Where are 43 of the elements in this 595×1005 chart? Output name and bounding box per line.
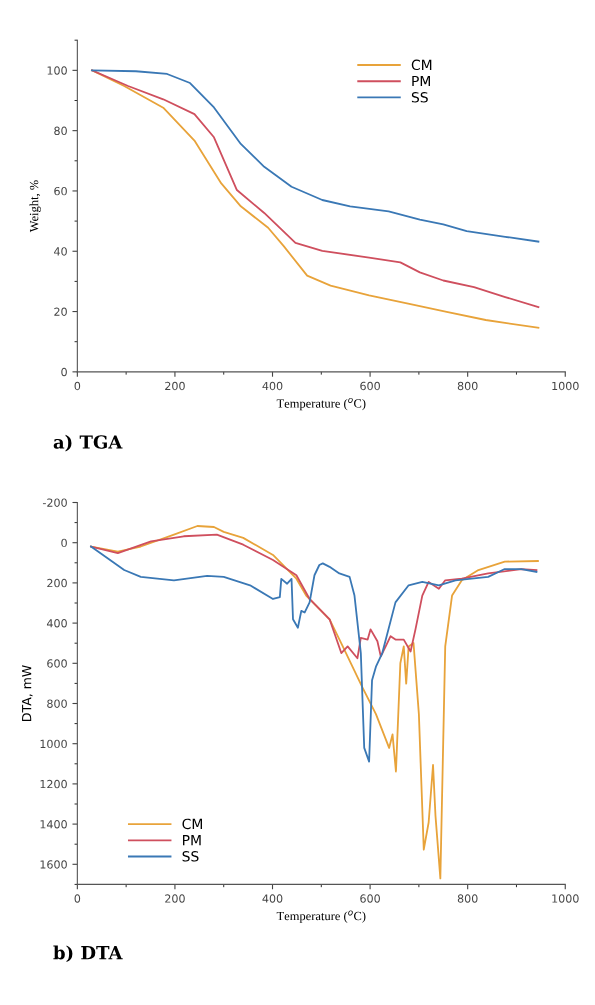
x-tick-label: 600	[360, 381, 380, 391]
x-tick-label: 800	[457, 381, 478, 391]
text: b) DTA	[53, 945, 123, 963]
y-axis-title: DTA, mW	[22, 665, 33, 721]
y-tick-label: 80	[54, 126, 67, 136]
y-tick-label: 800	[47, 699, 67, 708]
x-tick-label: 800	[457, 894, 478, 903]
line-series	[90, 533, 538, 660]
y-tick-label: 0	[61, 367, 67, 377]
y-tick-label: 0	[61, 538, 67, 548]
y-tick-label: -200	[42, 498, 67, 507]
x-tick-label: 400	[262, 894, 283, 903]
x-tick-label: 200	[165, 894, 185, 903]
line-series	[90, 545, 538, 763]
x-axis-title: Temperature ($^{o}$C)	[276, 397, 366, 411]
legend-label: CM	[411, 59, 432, 71]
legend-label: SS	[411, 92, 428, 103]
y-tick-label: 400	[46, 619, 67, 628]
x-tick-label: 0	[74, 381, 81, 391]
legend-label: SS	[182, 851, 199, 862]
x-tick-label: 1000	[552, 894, 579, 903]
y-tick-label: 200	[47, 578, 67, 588]
y-tick-label: 600	[47, 659, 67, 668]
legend-label: PM	[183, 835, 201, 846]
y-tick-label: 1200	[40, 779, 67, 789]
x-axis-title: Temperature ($^{o}$C)	[276, 910, 366, 923]
y-axis-title: Weight, %	[29, 180, 41, 233]
x-tick-label: 1000	[552, 381, 579, 391]
y-tick-label: 1000	[40, 739, 67, 749]
x-tick-label: 0	[74, 894, 81, 903]
legend-label: CM	[182, 818, 202, 830]
y-tick-label: 60	[54, 186, 67, 196]
x-tick-label: 400	[262, 381, 283, 391]
x-tick-label: 200	[165, 381, 185, 391]
x-tick-label: 600	[360, 894, 380, 903]
legend-label: PM	[412, 75, 430, 87]
line-series	[91, 69, 540, 243]
y-tick-label: 1600	[40, 860, 67, 869]
y-tick-label: 20	[54, 307, 67, 316]
y-tick-label: 1400	[40, 820, 67, 829]
y-tick-label: 40	[54, 247, 67, 256]
text: a) TGA	[53, 434, 123, 452]
y-tick-label: 100	[47, 66, 67, 75]
